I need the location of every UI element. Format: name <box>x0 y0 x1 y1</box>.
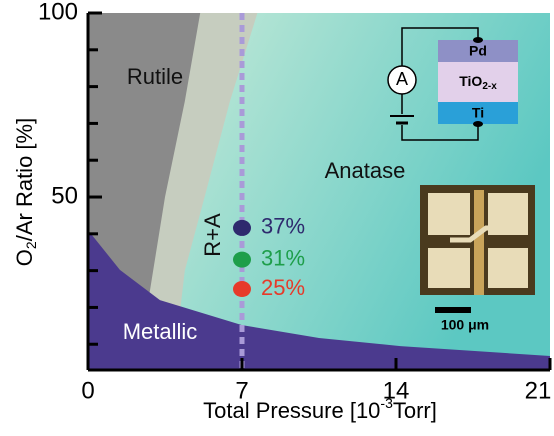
y-axis-title: O2/Ar Ratio [%] <box>12 118 39 266</box>
y-axis-title: /Ar Ratio [%] <box>12 118 37 241</box>
point-label: 37% <box>261 214 305 239</box>
x-tick-label: 0 <box>81 377 94 404</box>
x-axis-title-sup: -3 <box>380 395 393 411</box>
scale-label: 100 μm <box>441 317 489 333</box>
data-point <box>233 220 251 236</box>
meter-label: A <box>396 69 408 89</box>
x-axis-title: Total Pressure [10-3Torr] <box>203 395 437 423</box>
x-axis-title: Total Pressure [10 <box>203 398 380 423</box>
region-label: Metallic <box>123 319 198 344</box>
region-label: R+A <box>200 213 225 257</box>
region-label: Anatase <box>325 158 406 183</box>
point-label: 25% <box>261 275 305 300</box>
layer-label: Pd <box>469 43 487 59</box>
y-tick-label: 100 <box>38 0 78 25</box>
region-label: Rutile <box>127 64 183 89</box>
x-tick-label: 21 <box>525 377 552 404</box>
y-axis-title-sub: 2 <box>23 241 39 249</box>
point-label: 31% <box>261 245 305 270</box>
y-tick-label: 50 <box>51 182 78 209</box>
y-axis-title: O <box>12 249 37 266</box>
layer-label: TiO <box>459 73 482 89</box>
layer-label: Ti <box>472 105 484 121</box>
chart: RutileMetallicAnataseR+A37%31%25%5010007… <box>0 0 554 436</box>
data-point <box>233 281 251 297</box>
layer-subscript: 2-x <box>482 81 497 92</box>
data-point <box>233 252 251 268</box>
x-axis-title: Torr] <box>393 398 437 423</box>
